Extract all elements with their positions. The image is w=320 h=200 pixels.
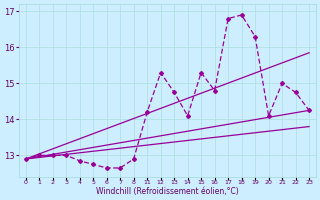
X-axis label: Windchill (Refroidissement éolien,°C): Windchill (Refroidissement éolien,°C) [96, 187, 239, 196]
